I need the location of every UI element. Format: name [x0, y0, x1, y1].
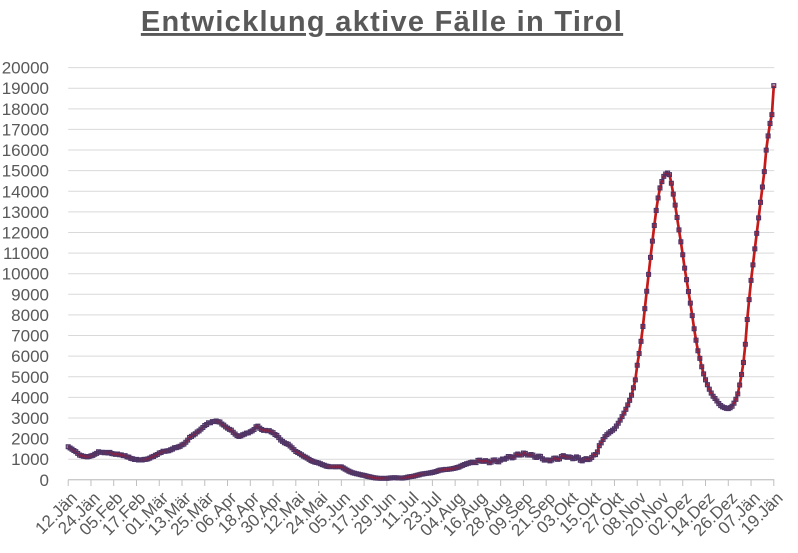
svg-text:14000: 14000 [2, 182, 49, 201]
svg-text:19000: 19000 [2, 79, 49, 98]
svg-text:13000: 13000 [2, 203, 49, 222]
svg-text:7000: 7000 [11, 327, 49, 346]
svg-text:4000: 4000 [11, 388, 49, 407]
svg-text:9000: 9000 [11, 285, 49, 304]
svg-text:8000: 8000 [11, 306, 49, 325]
svg-text:10000: 10000 [2, 265, 49, 284]
svg-text:20000: 20000 [2, 59, 49, 78]
svg-text:12000: 12000 [2, 223, 49, 242]
svg-text:6000: 6000 [11, 347, 49, 366]
svg-text:5000: 5000 [11, 368, 49, 387]
svg-text:3000: 3000 [11, 409, 49, 428]
svg-text:Entwicklung aktive Fälle in Ti: Entwicklung aktive Fälle in Tirol [141, 6, 623, 38]
svg-text:17000: 17000 [2, 120, 49, 139]
svg-text:0: 0 [40, 471, 49, 490]
svg-text:15000: 15000 [2, 162, 49, 181]
svg-text:16000: 16000 [2, 141, 49, 160]
svg-text:18000: 18000 [2, 100, 49, 119]
svg-text:11000: 11000 [3, 244, 49, 263]
svg-text:2000: 2000 [11, 430, 49, 449]
svg-text:1000: 1000 [11, 450, 49, 469]
